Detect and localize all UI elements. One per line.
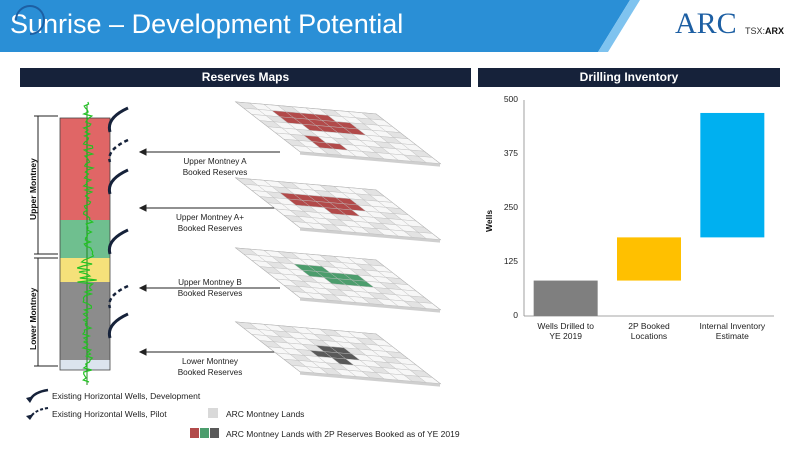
layer-label-lower: Lower Montney Booked Reserves — [177, 357, 243, 377]
map-layers — [234, 101, 442, 387]
arc-logo — [15, 5, 45, 35]
development-well-arrows — [107, 106, 129, 339]
bar-3 — [700, 112, 765, 238]
map-layer-1 — [234, 101, 442, 167]
bar-1 — [533, 280, 598, 316]
drilling-inventory-chart — [523, 100, 774, 317]
layer-label-upper-a-plus: Upper Montney A+ Booked Reserves — [175, 213, 245, 233]
ticker-label: TSX:ARX — [745, 26, 785, 36]
y-tick-label: 500 — [503, 94, 518, 104]
booked-swatch-grey — [210, 428, 219, 438]
bar-2 — [617, 237, 681, 281]
well-log-column — [59, 101, 111, 385]
land-cell — [417, 155, 441, 164]
drilling-inventory-heading: Drilling Inventory — [478, 68, 780, 87]
x-category-label: Wells Drilled to YE 2019 — [537, 321, 594, 341]
reserves-maps-heading: Reserves Maps — [20, 68, 471, 87]
land-cell — [417, 231, 441, 240]
map-layer-4 — [234, 321, 442, 387]
zone-label-lower: Lower Montney — [28, 287, 38, 350]
booked-swatch-green — [200, 428, 209, 438]
x-category-label: 2P Booked Locations — [628, 321, 670, 341]
legend-pilot-wells: Existing Horizontal Wells, Pilot — [52, 409, 167, 419]
header-banner: Sunrise – Development Potential ARC TSX:… — [0, 0, 800, 52]
legend-montney-lands: ARC Montney Lands — [226, 409, 305, 419]
layer-label-upper-a: Upper Montney A Booked Reserves — [182, 157, 248, 177]
reserves-maps-graphic — [34, 101, 442, 387]
legend-booked-lands: ARC Montney Lands with 2P Reserves Booke… — [226, 429, 460, 439]
map-layer-3 — [234, 247, 442, 313]
y-tick-label: 0 — [513, 310, 518, 320]
y-tick-label: 250 — [503, 202, 518, 212]
layer-label-upper-b: Upper Montney B Booked Reserves — [177, 278, 243, 298]
y-axis-title: Wells — [484, 209, 494, 232]
map-layer-2 — [234, 177, 442, 243]
x-category-label: Internal Inventory Estimate — [699, 321, 766, 341]
pilot-well-arrows — [108, 138, 129, 309]
lands-swatch — [208, 408, 218, 418]
legend-development-wells: Existing Horizontal Wells, Development — [52, 391, 201, 401]
layer-pointer-arrows — [138, 148, 280, 356]
zone-label-upper: Upper Montney — [28, 158, 38, 220]
page-title: Sunrise – Development Potential — [10, 9, 404, 39]
y-tick-label: 375 — [503, 148, 518, 158]
zone-brackets — [34, 115, 58, 367]
banner-background — [0, 0, 640, 52]
land-cell — [417, 301, 441, 310]
land-cell — [417, 375, 441, 384]
legend-arrow-icons — [26, 388, 49, 420]
logo-text: ARC — [675, 7, 737, 40]
booked-swatch-red — [190, 428, 199, 438]
y-tick-label: 125 — [503, 256, 518, 266]
